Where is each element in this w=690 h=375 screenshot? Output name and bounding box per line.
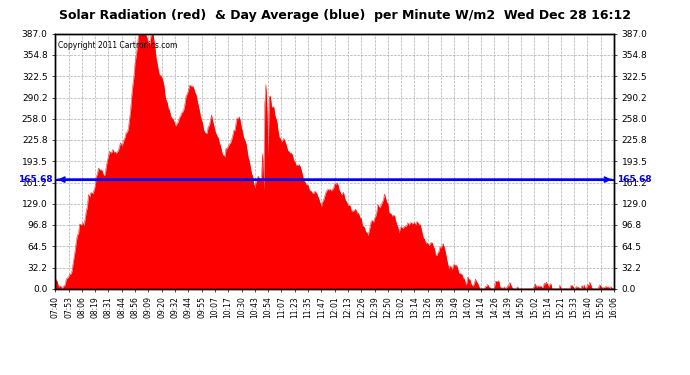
Text: 165.68: 165.68 bbox=[617, 175, 651, 184]
Text: Copyright 2011 Cartronics.com: Copyright 2011 Cartronics.com bbox=[58, 41, 177, 50]
Text: Solar Radiation (red)  & Day Average (blue)  per Minute W/m2  Wed Dec 28 16:12: Solar Radiation (red) & Day Average (blu… bbox=[59, 9, 631, 22]
Text: 165.68: 165.68 bbox=[18, 175, 52, 184]
